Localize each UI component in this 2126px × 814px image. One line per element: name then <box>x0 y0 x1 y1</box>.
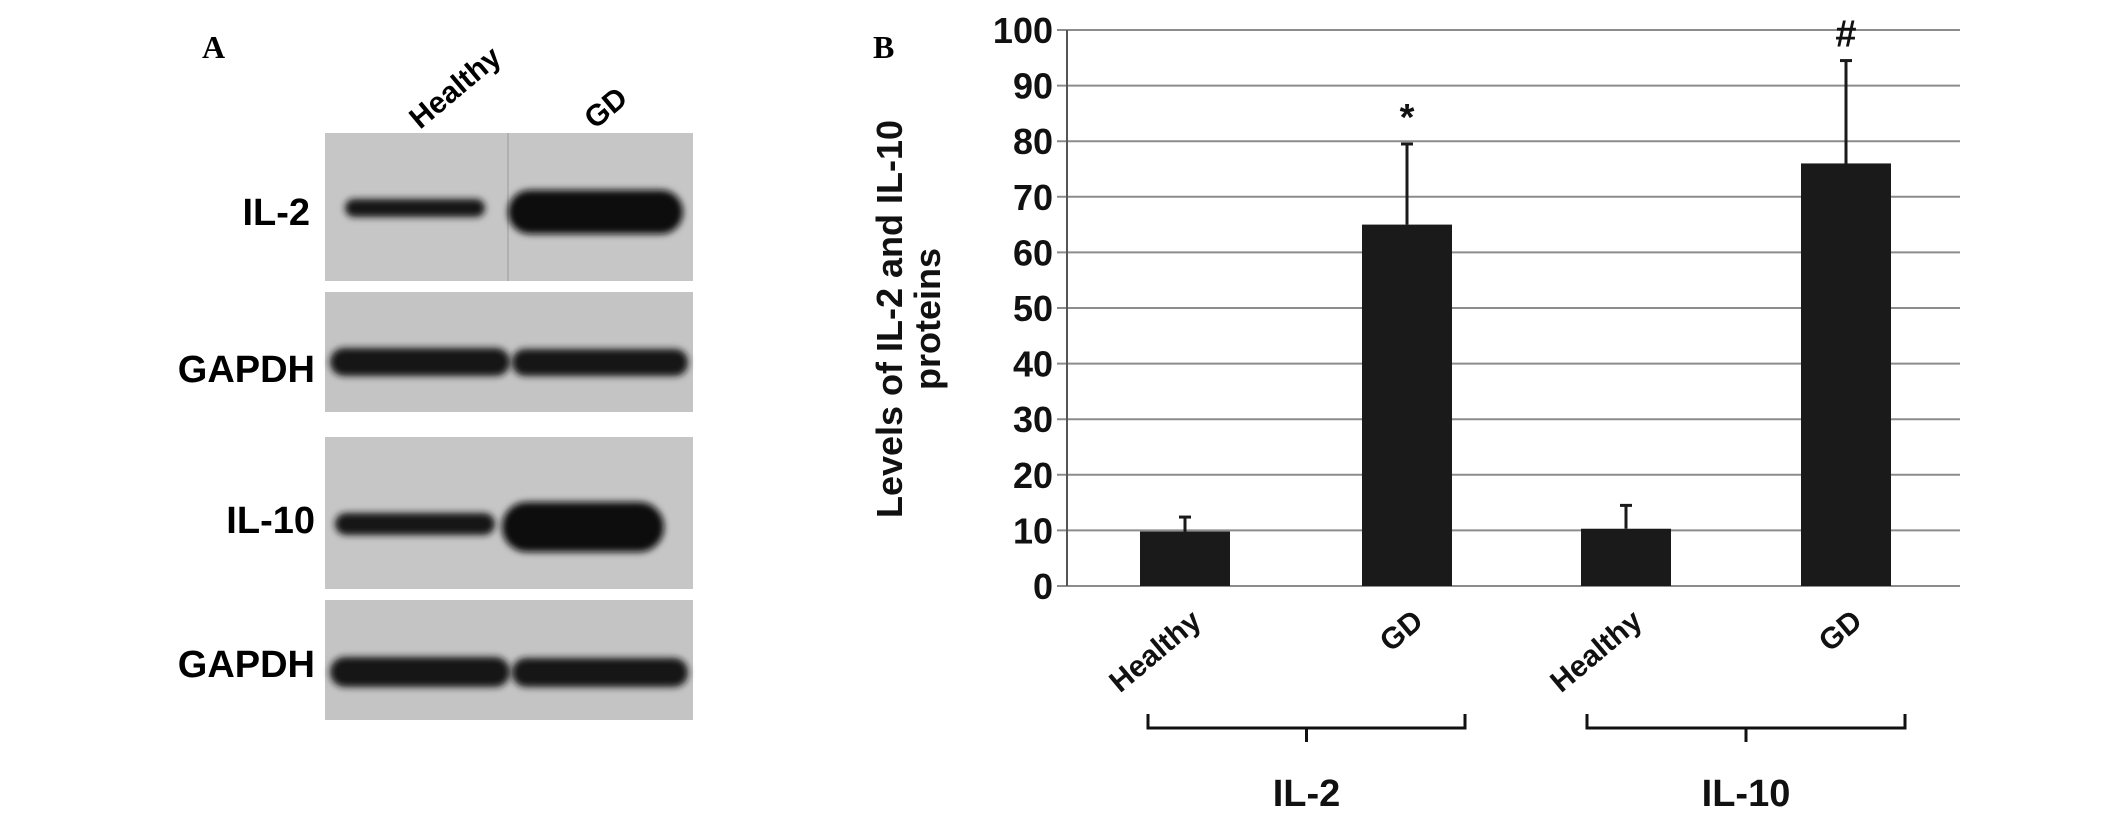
blot-label-il10: IL-10 <box>226 500 315 542</box>
band-il2-healthy <box>345 199 485 217</box>
band-gapdh2-gd <box>512 658 688 687</box>
blot-label-il2: IL-2 <box>242 192 310 234</box>
group-label: IL-2 <box>1273 773 1341 814</box>
y-tick-label: 40 <box>1013 344 1053 385</box>
y-tick-label: 30 <box>1013 399 1053 440</box>
bar <box>1801 163 1891 586</box>
blot-il10 <box>325 437 693 589</box>
y-tick-label: 80 <box>1013 121 1053 162</box>
y-axis-title-line1: Levels of IL-2 and IL-10 <box>869 120 910 518</box>
x-category-label: Healthy <box>1544 604 1648 699</box>
significance-marker: * <box>1400 97 1415 139</box>
group-bracket <box>1146 714 1467 742</box>
band-il2-gd <box>508 190 683 234</box>
y-axis-ticks: 0 10 20 30 40 50 60 70 80 90 100 <box>993 10 1053 607</box>
band-il10-healthy <box>335 513 495 535</box>
blot-label-gapdh-1: GAPDH <box>178 349 315 391</box>
panel-a: A Healthy GD IL-2 GAPDH IL-10 GAPDH <box>178 29 693 720</box>
bar <box>1140 531 1230 586</box>
bar <box>1362 224 1452 586</box>
y-axis-title-line2: proteins <box>907 248 948 390</box>
y-tick-label: 20 <box>1013 455 1053 496</box>
band-il10-gd <box>502 502 664 552</box>
panel-b-letter: B <box>873 29 894 65</box>
bar <box>1581 528 1671 586</box>
significance-marker: # <box>1835 14 1856 56</box>
bars: *# <box>1140 14 1891 586</box>
x-category-label: GD <box>1813 604 1869 658</box>
x-category-label: GD <box>1374 604 1430 658</box>
y-tick-label: 0 <box>1033 566 1053 607</box>
x-category-label: Healthy <box>1103 604 1207 699</box>
y-tick-label: 100 <box>993 10 1053 51</box>
lane-label-gd: GD <box>578 81 634 135</box>
blot-gapdh-1 <box>325 292 693 412</box>
y-axis-title: Levels of IL-2 and IL-10 proteins <box>869 120 948 518</box>
band-gapdh2-healthy <box>330 657 510 687</box>
blot-gapdh-2 <box>325 600 693 720</box>
y-tick-label: 90 <box>1013 66 1053 107</box>
group-bracket <box>1585 714 1907 742</box>
lane-label-healthy: Healthy <box>403 40 507 135</box>
blot-label-gapdh-2: GAPDH <box>178 644 315 686</box>
y-tick-label: 60 <box>1013 232 1053 273</box>
band-gapdh1-gd <box>512 349 688 376</box>
y-tick-label: 10 <box>1013 510 1053 551</box>
y-tick-label: 50 <box>1013 288 1053 329</box>
y-tick-label: 70 <box>1013 177 1053 218</box>
blot-il2 <box>325 133 693 281</box>
x-axis-labels: Healthy GD Healthy GD <box>1103 604 1868 699</box>
panel-b: B Levels of IL-2 and IL-10 proteins 0 10 2… <box>869 10 1960 814</box>
panel-a-letter: A <box>202 29 225 65</box>
band-gapdh1-healthy <box>330 348 510 376</box>
group-label: IL-10 <box>1702 773 1791 814</box>
group-labels: IL-2 IL-10 <box>1146 714 1907 814</box>
